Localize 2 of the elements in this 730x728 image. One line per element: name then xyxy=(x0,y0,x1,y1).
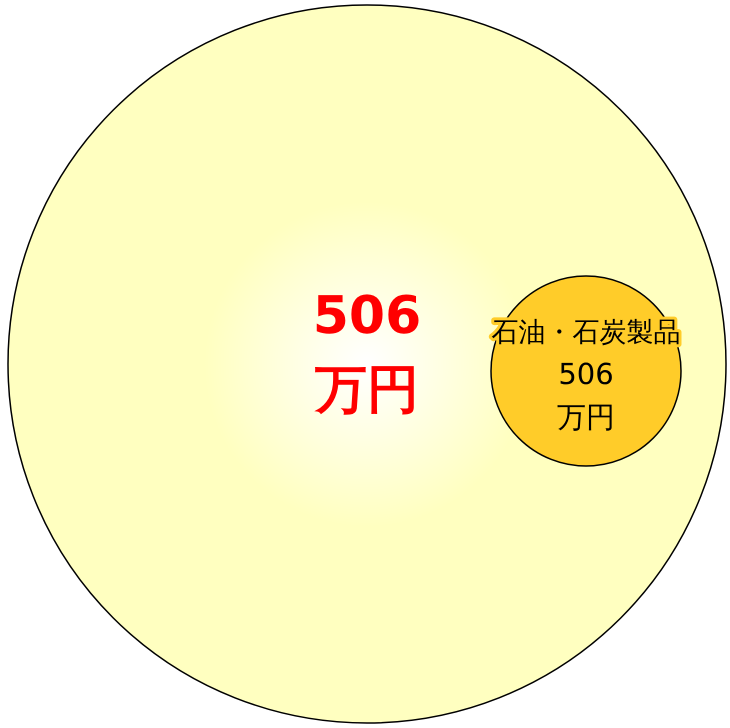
data-label: 506 万円 xyxy=(557,357,615,434)
text: 506 万円 xyxy=(312,286,422,420)
